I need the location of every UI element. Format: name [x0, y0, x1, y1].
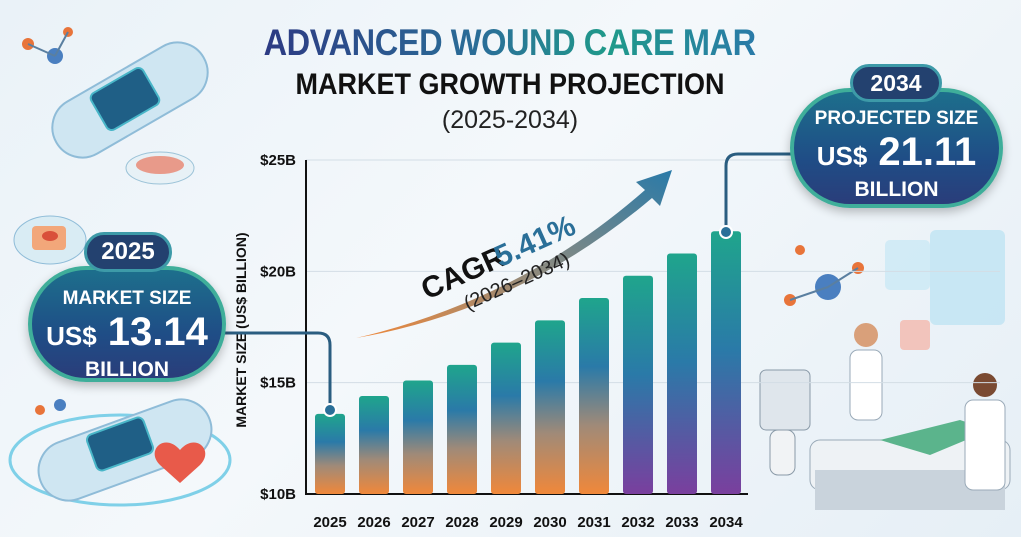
x-tick-label: 2031	[577, 514, 610, 531]
bar-2031	[579, 298, 609, 494]
badge-currency: US$	[816, 141, 868, 171]
badge-currency: US$	[46, 321, 97, 351]
dot-2025	[323, 403, 337, 417]
main-title: ADVANCED WOUND CARE MARKET	[263, 22, 820, 63]
x-tick-label: 2027	[401, 514, 434, 531]
bar-2025	[315, 413, 345, 494]
y-tick-label: $10B	[260, 486, 296, 503]
connector-2025	[225, 331, 332, 410]
bar-2029	[491, 342, 521, 494]
badge-label: PROJECTED SIZE	[814, 108, 979, 129]
bar-2033	[667, 253, 697, 494]
x-tick-label: 2028	[445, 514, 478, 531]
petri-dish-illustration	[13, 215, 87, 265]
y-axis-title: MARKET SIZE (US$ BILLION)	[233, 232, 249, 427]
y-tick-label: $20B	[260, 263, 296, 280]
bar-2028	[447, 364, 477, 494]
x-tick-label: 2030	[533, 514, 566, 531]
x-tick-label: 2026	[357, 514, 390, 531]
bar-2034	[711, 231, 741, 494]
bar-2030	[535, 320, 565, 494]
badge-label: MARKET SIZE	[62, 288, 192, 309]
badge-unit: BILLION	[85, 358, 169, 381]
bar-2026	[359, 396, 389, 494]
badge-year-2025: 2025	[84, 232, 172, 272]
y-tick-label: $25B	[260, 152, 296, 169]
badge-2025-market-size: MARKET SIZE US$ 13.14 BILLION	[28, 266, 226, 382]
subtitle: MARKET GROWTH PROJECTION	[295, 68, 725, 101]
dot-2034	[719, 225, 733, 239]
x-tick-label: 2034	[709, 514, 743, 531]
hospital-scene-illustration	[759, 230, 1011, 510]
bandage-illustration-top	[22, 27, 209, 185]
bandage-illustration-bottom	[8, 398, 232, 507]
x-tick-label: 2029	[489, 514, 522, 531]
x-tick-label: 2033	[665, 514, 698, 531]
bar-2027	[403, 380, 433, 494]
x-tick-label: 2025	[313, 514, 346, 531]
badge-year-2034: 2034	[850, 64, 942, 102]
badge-2034-projected-size: PROJECTED SIZE US$ 21.11 BILLION	[790, 88, 1003, 208]
period-label: (2025-2034)	[441, 106, 579, 134]
bar-2032	[623, 275, 653, 494]
y-tick-label: $15B	[260, 375, 296, 392]
badge-unit: BILLION	[854, 178, 939, 201]
x-tick-label: 2032	[621, 514, 654, 531]
badge-value: 21.11	[878, 130, 977, 174]
badge-value: 13.14	[107, 310, 208, 354]
connector-2034	[724, 152, 792, 232]
